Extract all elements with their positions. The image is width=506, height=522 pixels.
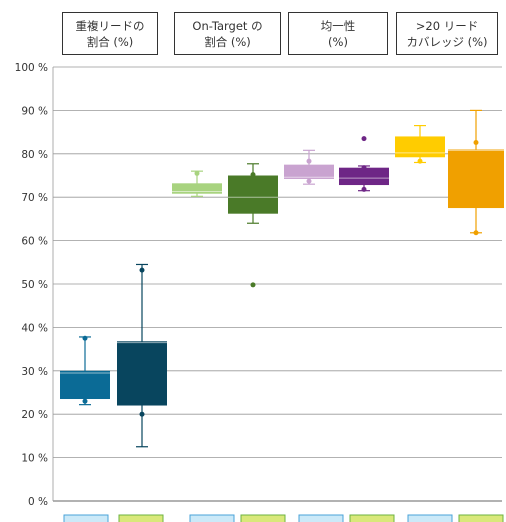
metric-header: >20 リード カバレッジ (%) <box>396 12 498 55</box>
legend-swatch <box>118 514 164 522</box>
box-point <box>139 267 145 273</box>
legend-swatch <box>240 514 286 522</box>
y-tick-label: 30 % <box>21 366 48 378</box>
box-body <box>448 149 504 209</box>
y-tick-label: 70 % <box>21 192 48 204</box>
y-tick-label: 20 % <box>21 409 48 421</box>
legend-swatch <box>458 514 504 522</box>
box-body <box>339 167 389 186</box>
y-tick-label: 10 % <box>21 453 48 465</box>
y-tick-label: 100 % <box>15 62 48 74</box>
y-tick-label: 60 % <box>21 236 48 248</box>
legend-swatch <box>407 514 453 522</box>
box-body <box>284 164 334 179</box>
metric-header: On-Target の 割合 (%) <box>174 12 281 55</box>
legend-swatch <box>63 514 109 522</box>
y-tick-label: 50 % <box>21 279 48 291</box>
metric-header: 重複リードの 割合 (%) <box>62 12 158 55</box>
box-point <box>361 165 367 171</box>
box-point <box>139 411 145 417</box>
box-point <box>250 172 256 178</box>
box-point <box>306 158 312 164</box>
box-point <box>250 282 256 288</box>
box-body <box>60 370 110 400</box>
box-body <box>117 341 167 406</box>
legend-swatch <box>349 514 395 522</box>
box-body <box>395 136 445 158</box>
y-tick-label: 80 % <box>21 149 48 161</box>
box-body <box>228 175 278 214</box>
y-tick-label: 0 % <box>28 496 48 508</box>
box-point <box>194 170 200 176</box>
box-point <box>417 158 423 164</box>
box-point <box>361 136 367 142</box>
y-tick-label: 90 % <box>21 105 48 117</box>
box-point <box>473 230 479 236</box>
legend-swatch <box>298 514 344 522</box>
box-point <box>361 186 367 192</box>
box-point <box>473 140 479 146</box>
metric-header: 均一性 (%) <box>288 12 388 55</box>
box-point <box>82 398 88 404</box>
box-point <box>82 335 88 341</box>
y-tick-label: 40 % <box>21 322 48 334</box>
legend-swatch <box>189 514 235 522</box>
box-point <box>306 178 312 184</box>
box-body <box>172 183 222 194</box>
